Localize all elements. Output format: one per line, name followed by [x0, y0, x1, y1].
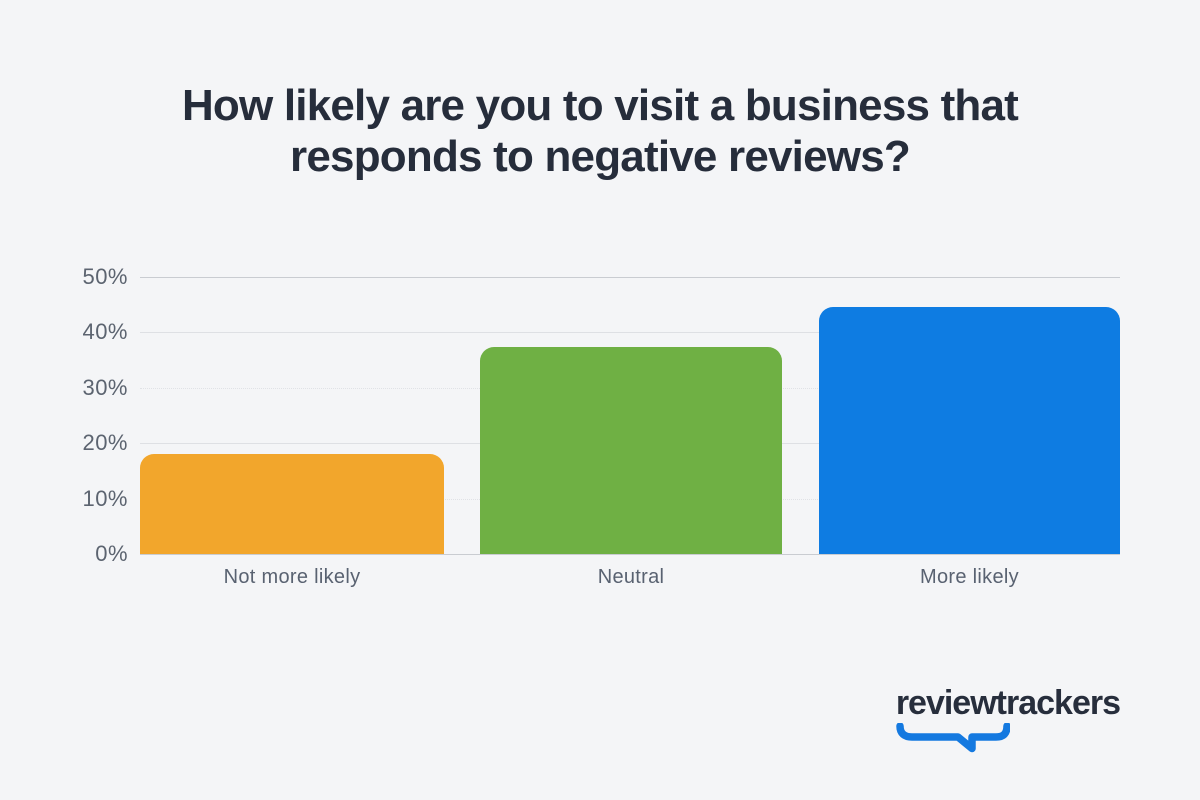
speech-bubble-bracket-icon: [896, 723, 1010, 753]
x-label-not-more-likely: Not more likely: [223, 566, 361, 588]
y-axis: 50% 40% 30% 20% 10% 0%: [0, 264, 128, 566]
baseline: [140, 554, 1120, 555]
gridline-50: [140, 277, 1120, 278]
logo-wordmark: reviewtrackers: [895, 684, 1121, 722]
chart-title-line-1: How likely are you to visit a business t…: [181, 81, 1019, 130]
bar-neutral: [480, 347, 782, 554]
y-tick-0: 0%: [95, 541, 128, 566]
bar-more-likely: [819, 306, 1120, 554]
y-tick-50: 50%: [82, 264, 128, 289]
x-label-more-likely: More likely: [920, 566, 1019, 588]
x-label-neutral: Neutral: [597, 566, 665, 588]
chart-title: How likely are you to visit a business t…: [0, 80, 1200, 182]
plot-area: Not more likely Neutral More likely: [140, 277, 1120, 588]
gridline-40: [140, 332, 1120, 333]
bar-not-more-likely: [140, 453, 444, 554]
reviewtrackers-logo: reviewtrackers: [895, 684, 1121, 753]
y-tick-30: 30%: [82, 375, 128, 400]
y-tick-40: 40%: [82, 319, 128, 344]
y-tick-10: 10%: [82, 486, 128, 511]
chart-title-line-2: responds to negative reviews?: [290, 132, 911, 181]
y-tick-20: 20%: [82, 430, 128, 455]
